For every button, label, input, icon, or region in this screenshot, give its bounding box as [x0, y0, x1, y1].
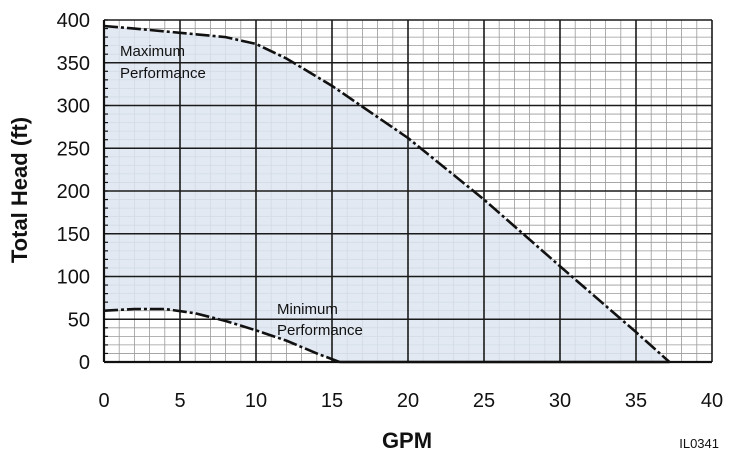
max-curve-label-line2: Performance	[120, 65, 206, 82]
x-tick-label: 0	[98, 390, 109, 412]
performance-band	[104, 25, 670, 363]
y-tick-label: 350	[57, 53, 90, 75]
y-tick-label: 200	[57, 181, 90, 203]
x-tick-label: 25	[473, 390, 495, 412]
x-tick-label: 40	[701, 390, 723, 412]
x-tick-label: 20	[397, 390, 419, 412]
x-tick-label: 5	[174, 390, 185, 412]
y-tick-label: 300	[57, 96, 90, 118]
x-tick-label: 35	[625, 390, 647, 412]
y-tick-label: 250	[57, 138, 90, 160]
max-curve-label-line1: Maximum	[120, 43, 185, 60]
y-tick-label: 400	[57, 10, 90, 32]
min-performance-curve	[103, 307, 341, 364]
x-tick-label: 10	[245, 390, 267, 412]
axes	[102, 19, 712, 364]
y-tick-label: 100	[57, 267, 90, 289]
x-tick-label: 15	[321, 390, 343, 412]
y-axis-title: Total Head (ft)	[7, 117, 32, 263]
min-curve-label-line1: Minimum	[277, 301, 338, 318]
min-curve-label-line2: Performance	[277, 322, 363, 339]
performance-area	[104, 25, 670, 363]
x-axis-title: GPM	[382, 428, 432, 453]
y-tick-label: 50	[68, 309, 90, 331]
x-tick-label: 30	[549, 390, 571, 412]
y-tick-label: 0	[79, 352, 90, 374]
y-tick-label: 150	[57, 224, 90, 246]
max-performance-curve	[103, 24, 671, 363]
figure-code: IL0341	[679, 436, 719, 451]
